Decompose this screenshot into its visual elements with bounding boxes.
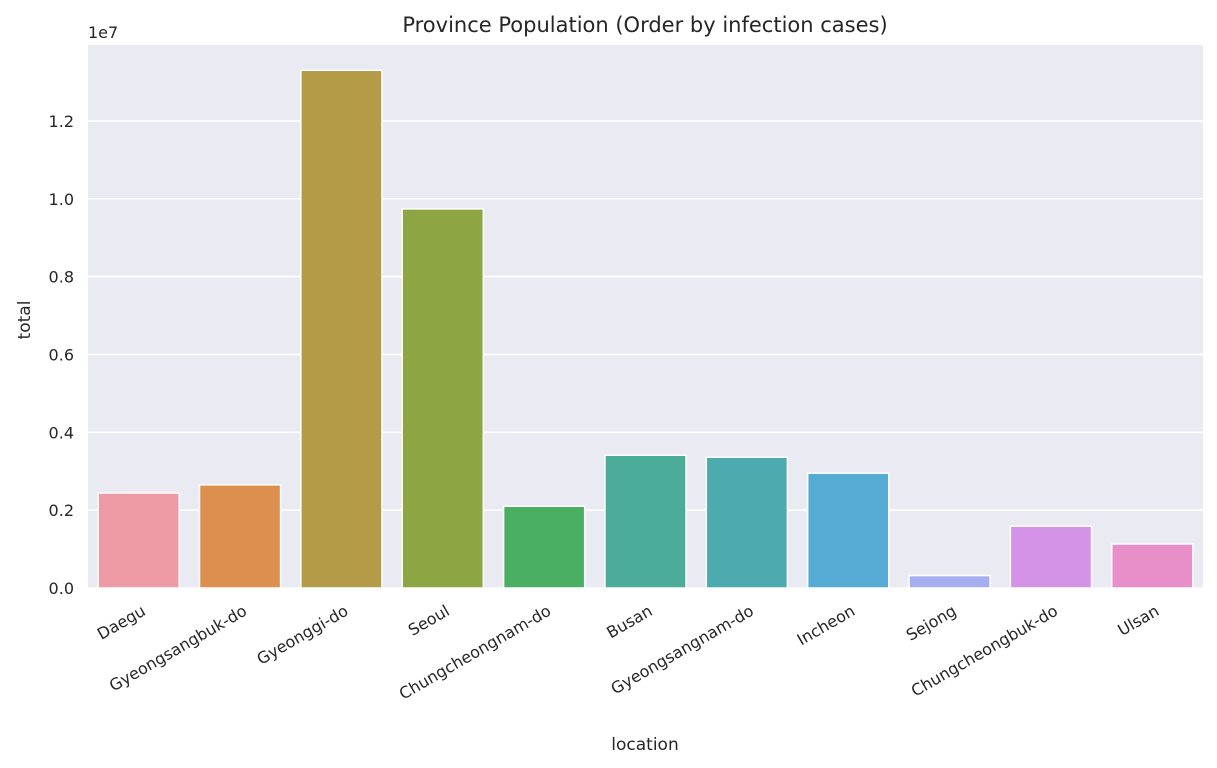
bar-gyeonggi-do [300,69,383,589]
y-scale-exponent: 1e7 [88,23,118,42]
y-tick-label: 0.0 [49,579,74,598]
bars [97,69,1194,589]
bar-sejong [908,574,991,589]
y-tick-labels: 0.0 0.2 0.4 0.6 0.8 1.0 1.2 [49,112,74,598]
bar-seoul [401,208,485,589]
bar-ulsan [1111,543,1194,589]
y-tick-label: 0.4 [49,423,74,442]
bar-gyeongsangnam-do [705,456,789,589]
y-tick-label: 1.2 [49,112,74,131]
x-tick-label: Busan [603,601,655,642]
y-tick-label: 0.8 [49,268,74,287]
bar-daegu [97,492,180,589]
x-axis-label: location [611,735,678,755]
bar-incheon [806,472,890,589]
x-tick-label: Ulsan [1114,601,1162,640]
bar-busan [604,454,687,589]
chart-title: Province Population (Order by infection … [402,13,887,37]
y-axis-label: total [15,301,35,340]
x-tick-label: Incheon [794,601,859,649]
bar-chungcheongnam-do [502,505,586,589]
y-tick-label: 1.0 [49,190,74,209]
x-tick-label: Sejong [903,601,960,645]
x-tick-label: Daegu [94,601,149,644]
x-tick-label: Seoul [405,601,453,640]
bar-chungcheongbuk-do [1009,525,1093,589]
bar-gyeongsangbuk-do [198,484,282,589]
y-tick-label: 0.2 [49,501,74,520]
y-tick-label: 0.6 [49,345,74,364]
x-tick-label: Gyeonggi-do [253,601,351,669]
